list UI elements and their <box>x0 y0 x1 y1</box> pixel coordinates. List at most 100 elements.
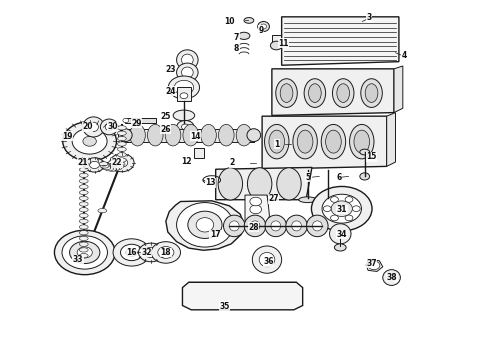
Polygon shape <box>387 113 395 166</box>
Ellipse shape <box>151 242 180 263</box>
Ellipse shape <box>72 129 107 154</box>
Ellipse shape <box>181 67 193 78</box>
Ellipse shape <box>173 110 195 121</box>
Ellipse shape <box>181 124 189 130</box>
Ellipse shape <box>118 153 126 157</box>
Ellipse shape <box>286 215 307 237</box>
Ellipse shape <box>79 179 88 183</box>
Ellipse shape <box>118 126 126 130</box>
Ellipse shape <box>265 215 287 237</box>
Ellipse shape <box>79 190 88 195</box>
Ellipse shape <box>116 158 128 167</box>
Text: 26: 26 <box>160 125 171 134</box>
Ellipse shape <box>360 149 369 155</box>
Ellipse shape <box>259 252 275 267</box>
Text: 23: 23 <box>165 65 175 74</box>
Ellipse shape <box>250 197 262 206</box>
Ellipse shape <box>168 76 199 99</box>
Text: 14: 14 <box>190 132 200 141</box>
Ellipse shape <box>118 158 126 162</box>
Ellipse shape <box>110 154 134 172</box>
Ellipse shape <box>130 125 146 146</box>
Ellipse shape <box>118 142 126 146</box>
Polygon shape <box>282 17 399 65</box>
Ellipse shape <box>63 122 117 161</box>
Text: 4: 4 <box>401 51 407 60</box>
Ellipse shape <box>79 213 88 218</box>
Ellipse shape <box>331 201 352 216</box>
Text: 33: 33 <box>73 255 83 264</box>
Ellipse shape <box>345 215 353 221</box>
Ellipse shape <box>126 248 137 257</box>
Ellipse shape <box>277 168 301 200</box>
Text: 30: 30 <box>107 122 118 131</box>
Ellipse shape <box>297 130 313 153</box>
Ellipse shape <box>250 221 260 231</box>
FancyBboxPatch shape <box>125 118 156 123</box>
Text: 36: 36 <box>264 257 274 266</box>
Ellipse shape <box>352 206 360 212</box>
Ellipse shape <box>181 54 193 66</box>
Ellipse shape <box>118 131 126 135</box>
Text: 32: 32 <box>141 248 151 257</box>
Ellipse shape <box>139 243 164 262</box>
Text: 21: 21 <box>77 158 88 167</box>
Text: 11: 11 <box>278 39 289 48</box>
Ellipse shape <box>79 230 88 235</box>
Text: 15: 15 <box>366 152 376 161</box>
Ellipse shape <box>188 211 222 238</box>
Polygon shape <box>272 69 394 116</box>
Text: 37: 37 <box>366 259 377 268</box>
Ellipse shape <box>368 261 380 270</box>
Ellipse shape <box>276 79 297 107</box>
Ellipse shape <box>100 119 118 135</box>
Polygon shape <box>394 66 403 113</box>
Text: 27: 27 <box>269 194 279 203</box>
Ellipse shape <box>331 197 339 202</box>
Ellipse shape <box>113 166 122 170</box>
Text: 6: 6 <box>337 173 342 182</box>
Ellipse shape <box>349 125 374 159</box>
Ellipse shape <box>307 215 328 237</box>
Ellipse shape <box>83 136 97 146</box>
Ellipse shape <box>79 173 88 177</box>
Ellipse shape <box>79 208 88 212</box>
Ellipse shape <box>270 41 282 50</box>
Text: 25: 25 <box>160 112 171 121</box>
Ellipse shape <box>90 161 99 168</box>
Ellipse shape <box>111 167 120 171</box>
Ellipse shape <box>118 147 126 152</box>
Text: 3: 3 <box>366 13 371 22</box>
Ellipse shape <box>89 122 98 132</box>
Ellipse shape <box>183 125 198 146</box>
Ellipse shape <box>180 93 188 99</box>
Ellipse shape <box>174 80 194 95</box>
Text: 19: 19 <box>63 132 73 141</box>
Ellipse shape <box>77 247 92 258</box>
Ellipse shape <box>383 270 400 285</box>
Ellipse shape <box>79 219 88 224</box>
Ellipse shape <box>319 197 337 203</box>
Ellipse shape <box>304 79 326 107</box>
Ellipse shape <box>245 215 266 237</box>
Ellipse shape <box>176 121 194 134</box>
Ellipse shape <box>261 24 267 29</box>
Ellipse shape <box>299 197 317 203</box>
Ellipse shape <box>108 161 117 165</box>
Ellipse shape <box>123 118 129 123</box>
Ellipse shape <box>331 215 339 221</box>
Ellipse shape <box>99 162 108 166</box>
Ellipse shape <box>265 125 289 159</box>
Text: 8: 8 <box>234 44 239 53</box>
Ellipse shape <box>229 221 239 231</box>
Text: 38: 38 <box>387 273 397 282</box>
Ellipse shape <box>62 236 107 269</box>
Ellipse shape <box>79 162 88 166</box>
Ellipse shape <box>98 208 107 213</box>
Ellipse shape <box>223 215 245 237</box>
Text: 12: 12 <box>181 157 191 166</box>
Ellipse shape <box>321 125 345 159</box>
Ellipse shape <box>271 221 281 231</box>
Ellipse shape <box>100 164 109 168</box>
Ellipse shape <box>105 167 114 171</box>
